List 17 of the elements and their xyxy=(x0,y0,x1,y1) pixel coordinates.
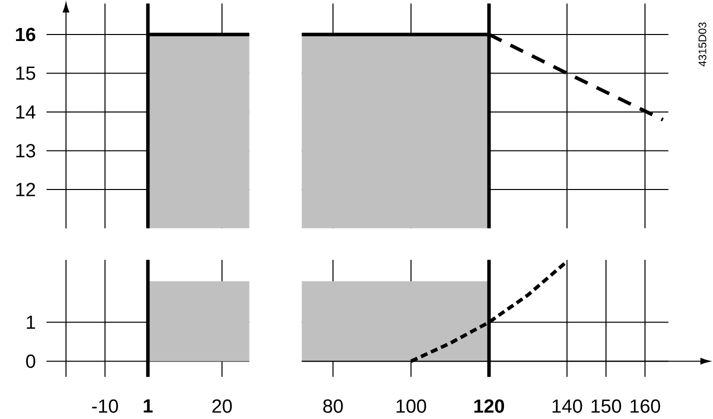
x-tick-label: 100 xyxy=(396,399,426,413)
text: 4315D03 xyxy=(698,22,706,66)
y-tick-label: 0 xyxy=(26,354,36,368)
y-tick-label: 13 xyxy=(16,144,36,158)
y-tick-label: 15 xyxy=(16,66,36,80)
x-tick-label: 80 xyxy=(323,399,343,413)
y-tick-label: 16 xyxy=(16,28,36,42)
x-tick-label: 20 xyxy=(212,399,232,413)
x-tick-label: -10 xyxy=(92,399,118,413)
x-tick-label: 120 xyxy=(474,399,504,413)
x-tick-label: 140 xyxy=(552,399,582,413)
x-tick-label: 150 xyxy=(592,399,622,413)
y-tick-label: 12 xyxy=(16,182,36,196)
y-tick-label: 1 xyxy=(26,316,36,329)
y-tick-label: 14 xyxy=(16,105,36,118)
x-tick-label: 1 xyxy=(144,399,153,412)
x-tick-label: 160 xyxy=(630,399,660,413)
